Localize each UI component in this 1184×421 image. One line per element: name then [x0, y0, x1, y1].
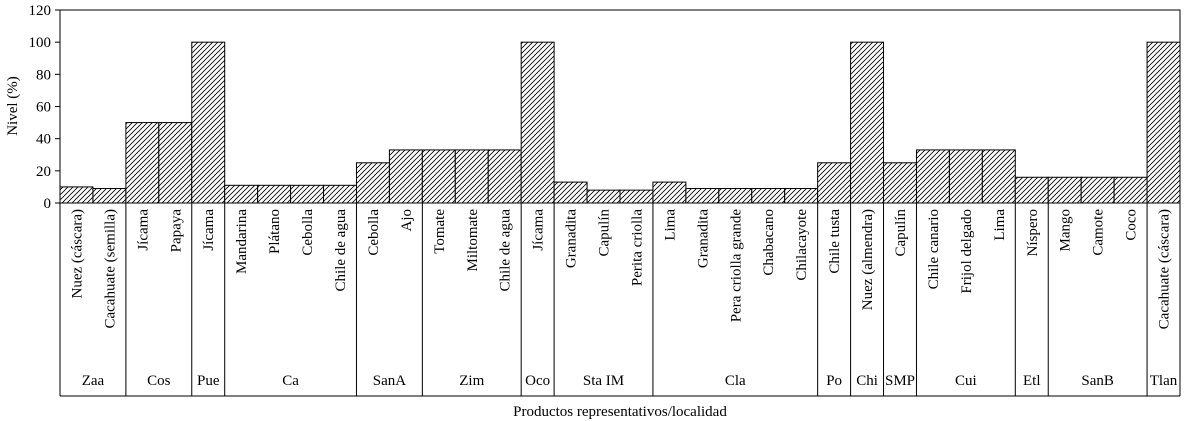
group-label: Oco	[525, 373, 550, 389]
category-label: Chile canario	[926, 209, 942, 289]
bar	[125, 122, 160, 204]
bar	[1113, 176, 1148, 204]
group-label: Cla	[725, 373, 746, 389]
category-label: Nuez (cáscara)	[70, 209, 86, 299]
category-label: Jícama	[135, 209, 151, 251]
category-labels: Nuez (cáscara) Cacahuate (semilla) Jícama P…	[70, 209, 1173, 330]
y-axis-title: Nivel (%)	[5, 76, 21, 136]
category-label: Capulín	[597, 209, 613, 257]
bar	[421, 149, 456, 204]
y-tick-label: 100	[29, 35, 52, 51]
bar	[323, 184, 357, 204]
bar	[915, 149, 950, 204]
bar	[454, 149, 489, 204]
bar	[290, 184, 325, 204]
category-label: Chile tusta	[827, 209, 843, 274]
bar	[883, 162, 917, 204]
bar	[59, 186, 94, 204]
bar	[257, 184, 292, 204]
category-label: Ajo	[399, 209, 415, 232]
group-label: SanB	[1081, 373, 1114, 389]
category-label: Capulín	[893, 209, 909, 257]
bar	[1080, 176, 1115, 204]
group-label: SMP	[885, 373, 915, 389]
bar	[718, 188, 753, 204]
bar	[355, 162, 390, 204]
bar	[619, 189, 654, 204]
group-label: Sta IM	[583, 373, 624, 389]
bar	[652, 181, 687, 204]
bar	[388, 149, 423, 204]
category-label: Lima	[662, 209, 678, 241]
group-label: Pue	[197, 373, 220, 389]
category-label: Coco	[1124, 209, 1140, 241]
bars	[59, 41, 1181, 204]
category-label: Pera criolla grande	[728, 209, 744, 323]
category-label: Tomate	[432, 209, 448, 254]
category-label: Níspero	[1025, 209, 1041, 257]
group-label: Po	[826, 373, 842, 389]
y-tick-label: 40	[36, 132, 51, 148]
group-label: Chi	[856, 373, 878, 389]
y-tick-label: 60	[36, 100, 51, 116]
bar	[817, 162, 852, 204]
bar	[487, 149, 522, 204]
category-label: Chilacayote	[794, 209, 810, 281]
bar	[1146, 41, 1181, 204]
category-label: Lima	[992, 209, 1008, 241]
category-label: Mandarina	[234, 209, 250, 274]
bar	[520, 41, 555, 204]
y-tick-label: 0	[44, 196, 52, 212]
y-tick-label: 120	[29, 3, 52, 19]
category-label: Miltomate	[465, 209, 481, 272]
bar	[850, 41, 885, 204]
group-label: SanA	[373, 373, 407, 389]
category-label: Cacahuate (semilla)	[102, 209, 118, 329]
group-labels: Zaa Cos Pue Ca SanA Zim Oco Sta IM Cla Po Chi SMP Cu…	[82, 203, 1178, 396]
bar	[191, 41, 226, 204]
category-label: Nuez (almendra)	[860, 209, 876, 310]
category-label: Perita criolla	[630, 209, 646, 286]
bar	[1047, 176, 1082, 204]
y-tick-label: 80	[36, 67, 51, 83]
category-label: Plátano	[267, 209, 283, 254]
category-label: Frijol delgado	[959, 209, 975, 294]
category-label: Granadita	[695, 209, 711, 268]
bar	[751, 188, 786, 204]
bar	[685, 188, 720, 204]
y-tick-label: 20	[36, 164, 51, 180]
group-label: Zim	[459, 373, 484, 389]
bar	[553, 181, 588, 204]
category-label: Mango	[1058, 209, 1074, 252]
category-label: Granadita	[564, 209, 580, 268]
bar	[158, 122, 193, 204]
category-label: Jícama	[531, 209, 547, 251]
category-label: Chile de agua	[333, 209, 349, 292]
group-label: Etl	[1023, 373, 1041, 389]
bar	[981, 149, 1016, 204]
group-label: Tlan	[1150, 373, 1178, 389]
group-label: Ca	[282, 373, 299, 389]
category-label: Chabacano	[761, 209, 777, 276]
category-label: Papaya	[168, 209, 184, 253]
category-label: Cebolla	[300, 209, 316, 256]
category-label: Jícama	[201, 209, 217, 251]
bar	[948, 149, 983, 204]
bar	[92, 188, 127, 204]
bar	[1014, 176, 1049, 204]
category-label: Cacahuate (cáscara)	[1157, 209, 1173, 329]
bar	[586, 189, 621, 204]
bar	[224, 184, 259, 204]
x-axis-title: Productos representativos/localidad	[513, 404, 727, 420]
group-label: Cos	[147, 373, 171, 389]
group-label: Cui	[955, 373, 977, 389]
category-label: Cebolla	[366, 209, 382, 256]
category-label: Camote	[1091, 209, 1107, 256]
category-label: Chile de agua	[498, 209, 514, 292]
group-label: Zaa	[82, 373, 105, 389]
bar	[784, 188, 819, 204]
